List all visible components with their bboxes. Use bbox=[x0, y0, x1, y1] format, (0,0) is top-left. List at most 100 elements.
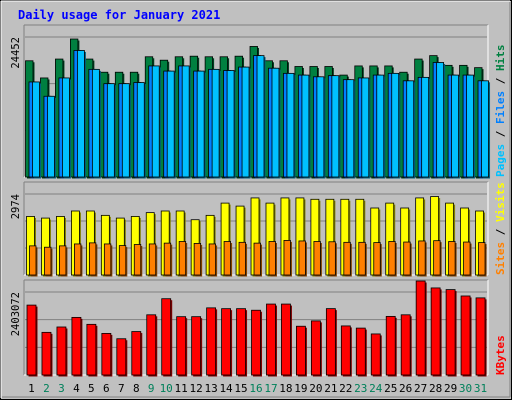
panel-2: 2974 Sites / Visits bbox=[10, 181, 507, 277]
kbytes-bar bbox=[266, 303, 276, 376]
day-label: 15 bbox=[234, 382, 247, 395]
sites-bar bbox=[59, 245, 67, 276]
day-label: 26 bbox=[399, 382, 412, 395]
kbytes-bar bbox=[430, 287, 441, 376]
sites-bar bbox=[478, 242, 486, 276]
day-label: 1 bbox=[28, 382, 35, 395]
sites-bar bbox=[433, 240, 441, 276]
sites-bar bbox=[29, 245, 37, 276]
day-label: 29 bbox=[444, 382, 457, 395]
day-label: 21 bbox=[324, 382, 337, 395]
day-label: 18 bbox=[279, 382, 292, 395]
kbytes-bar bbox=[26, 304, 37, 376]
pages-bar bbox=[376, 74, 385, 178]
pages-bar bbox=[121, 83, 130, 178]
day-label: 13 bbox=[204, 382, 217, 395]
sites-bar bbox=[74, 243, 82, 276]
legend-sites: Sites bbox=[494, 242, 507, 275]
kbytes-bar bbox=[56, 326, 67, 376]
day-label: 5 bbox=[88, 382, 95, 395]
pages-bar bbox=[106, 83, 115, 178]
day-label: 14 bbox=[219, 382, 233, 395]
legend-kbytes: KBytes bbox=[494, 335, 507, 375]
kbytes-bar bbox=[41, 331, 52, 376]
y-max-label: 24452 bbox=[10, 37, 22, 69]
sites-bar bbox=[238, 241, 246, 276]
day-label: 19 bbox=[294, 382, 307, 395]
panel-side-legend: Pages / Files / Hits bbox=[494, 45, 507, 178]
pages-bar bbox=[391, 72, 400, 178]
legend-separator: / bbox=[494, 71, 507, 91]
kbytes-bar bbox=[310, 320, 321, 376]
pages-bar bbox=[241, 66, 250, 178]
pages-bar bbox=[436, 62, 445, 178]
kbytes-bar bbox=[71, 316, 82, 376]
pages-bar bbox=[271, 67, 280, 178]
legend-separator: / bbox=[494, 222, 507, 242]
pages-bar bbox=[181, 65, 190, 178]
series-pages bbox=[32, 50, 491, 179]
kbytes-bar bbox=[385, 315, 396, 376]
sites-bar bbox=[208, 243, 217, 276]
pages-bar bbox=[196, 70, 205, 178]
y-max-label: 2974 bbox=[10, 194, 22, 219]
y-max-label: 2403072 bbox=[10, 292, 22, 336]
kbytes-bar bbox=[325, 308, 336, 376]
sites-bar bbox=[448, 241, 456, 276]
kbytes-bar bbox=[281, 303, 291, 376]
pages-bar bbox=[211, 68, 220, 178]
day-label: 22 bbox=[339, 382, 352, 395]
pages-bar bbox=[406, 80, 415, 178]
sites-bar bbox=[44, 246, 52, 276]
kbytes-bar bbox=[101, 333, 112, 376]
pages-bar bbox=[346, 79, 355, 178]
sites-bar bbox=[463, 241, 471, 276]
day-label: 8 bbox=[133, 382, 140, 395]
pages-bar bbox=[32, 81, 40, 178]
sites-bar bbox=[343, 241, 351, 276]
kbytes-bar bbox=[415, 280, 426, 376]
sites-bar bbox=[298, 240, 306, 276]
pages-bar bbox=[77, 50, 85, 178]
pages-bar bbox=[151, 65, 160, 178]
pages-bar bbox=[481, 80, 489, 178]
legend-separator: / bbox=[494, 124, 507, 144]
kbytes-bar bbox=[236, 308, 246, 376]
day-label: 3 bbox=[58, 382, 65, 395]
kbytes-bar bbox=[340, 325, 351, 376]
kbytes-bar bbox=[296, 325, 306, 376]
x-axis-day-labels: 1 2 3 4 5 6 7 8 9 10 11 12 13 14 15 16 17 18 19 20 21 22 23 24 2… bbox=[28, 382, 487, 395]
sites-bar bbox=[328, 241, 336, 276]
pages-bar bbox=[331, 75, 340, 178]
pages-bar bbox=[361, 77, 370, 178]
legend-hits: Hits bbox=[494, 45, 507, 72]
pages-bar bbox=[47, 95, 55, 178]
sites-bar bbox=[403, 241, 411, 276]
kbytes-bar bbox=[176, 316, 187, 376]
sites-bar bbox=[388, 241, 396, 276]
day-label: 9 bbox=[148, 382, 155, 395]
sites-bar bbox=[88, 242, 97, 276]
day-label: 20 bbox=[309, 382, 322, 395]
series-sites bbox=[29, 240, 487, 277]
day-label: 11 bbox=[175, 382, 188, 395]
sites-bar bbox=[253, 242, 261, 276]
kbytes-bar bbox=[355, 327, 366, 376]
chart-title: Daily usage for January 2021 bbox=[18, 8, 220, 22]
chart-panels: 24452 Pages / Files / Hits 2974 Sites / Vis… bbox=[10, 24, 507, 377]
pages-bar bbox=[301, 74, 310, 178]
legend-files: Files bbox=[494, 91, 507, 124]
day-label: 24 bbox=[369, 382, 383, 395]
sites-bar bbox=[223, 241, 231, 276]
pages-bar bbox=[166, 70, 175, 178]
day-label: 7 bbox=[118, 382, 125, 395]
sites-bar bbox=[178, 241, 187, 276]
sites-bar bbox=[283, 240, 291, 276]
pages-bar bbox=[226, 70, 235, 178]
kbytes-bar bbox=[191, 316, 202, 376]
sites-bar bbox=[313, 241, 321, 276]
kbytes-bar bbox=[460, 295, 471, 376]
day-label: 6 bbox=[103, 382, 110, 395]
day-label: 12 bbox=[190, 382, 203, 395]
